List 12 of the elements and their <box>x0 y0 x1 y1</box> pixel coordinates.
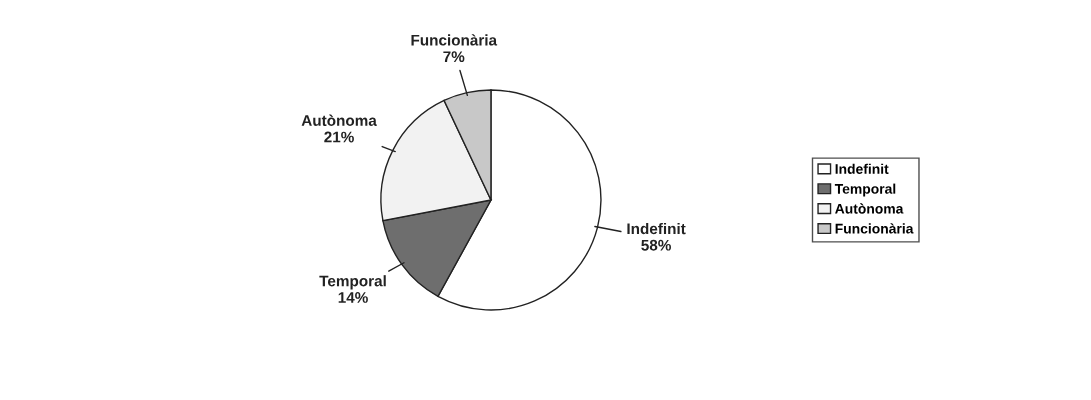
slice-label: Funcionària <box>411 34 498 46</box>
slice-label: Autònoma <box>301 114 377 126</box>
slice-label: Temporal <box>319 275 386 290</box>
legend-label: Autònoma <box>835 203 904 214</box>
legend-label: Indefinit <box>835 163 889 174</box>
data-label: 7% <box>443 51 465 63</box>
slice-label: Indefinit <box>627 222 686 235</box>
data-label: 21% <box>324 131 354 143</box>
data-label: 58% <box>641 239 671 251</box>
data-label: 14% <box>338 292 368 303</box>
legend-label: Temporal <box>834 183 896 197</box>
legend-label: Funcionària <box>835 223 914 234</box>
